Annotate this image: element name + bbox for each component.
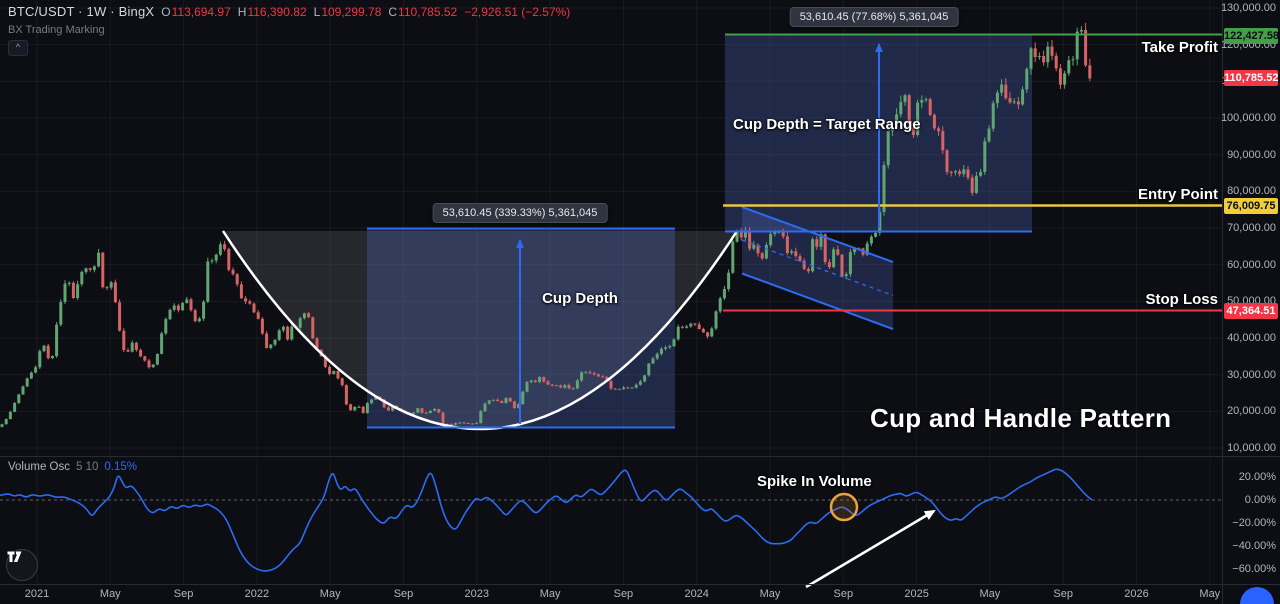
entry-price-badge: 76,009.75 (1224, 197, 1278, 214)
volume-spike-circle (829, 492, 859, 522)
indicator-legend[interactable]: Volume Osc 5 10 0.15% (8, 461, 137, 473)
pct-axis-label: −20.00% (1232, 517, 1276, 529)
time-axis-label: 2023 (464, 588, 490, 600)
time-axis-label: 2022 (244, 588, 270, 600)
time-axis-label: May (1199, 588, 1221, 600)
price-axis-label: 20,000.00 (1227, 405, 1276, 418)
pattern-title: Cup and Handle Pattern (870, 403, 1172, 433)
pattern-lines (221, 206, 894, 431)
volume-oscillator-series (0, 468, 1093, 572)
price-axis-label: 100,000.00 (1220, 112, 1276, 124)
time-axis-label: Sep (173, 588, 194, 600)
price-axis-label: 70,000.00 (1227, 222, 1276, 234)
take-profit-label: Take Profit (1141, 39, 1218, 56)
tradingview-logo[interactable] (6, 549, 38, 581)
cup-depth-label: Cup Depth (542, 290, 618, 307)
time-axis-label: 2025 (904, 588, 929, 600)
price-axis-label: 80,000.00 (1227, 185, 1276, 198)
take-profit-badge: 122,427.58 (1224, 27, 1280, 44)
time-axis-label: Sep (1053, 588, 1073, 600)
price-axis[interactable]: 130,000.00120,000.00110,000.00100,000.00… (1220, 0, 1280, 584)
grid-lines (0, 0, 1222, 584)
time-axis-label: May (759, 588, 781, 600)
indicator-params: 5 10 (76, 461, 99, 473)
handle-channel-bottom-line (741, 272, 894, 330)
price-axis-label: 130,000.00 (1220, 2, 1276, 14)
stop-loss-badge: 47,364.51 (1224, 302, 1278, 319)
time-axis-label: May (319, 588, 341, 600)
time-axis-label: Sep (833, 588, 854, 600)
price-axis-label: 30,000.00 (1227, 368, 1276, 381)
time-axis-label: 2021 (24, 588, 50, 600)
time-axis-label: May (539, 588, 561, 600)
tradingview-logo-glyph (7, 551, 22, 562)
time-axis-label: Sep (613, 588, 634, 600)
drawing-legend[interactable]: BX Trading Marking (8, 24, 105, 36)
handle-channel-top-line (741, 206, 894, 263)
stop-loss-label: Stop Loss (1145, 291, 1218, 308)
symbol-legend[interactable]: BTC/USDT · 1W · BingX O113,694.97 H116,3… (8, 4, 570, 19)
volume-osc-line (0, 468, 1093, 572)
price-axis-label: 90,000.00 (1227, 148, 1276, 161)
indicator-value: 0.15% (104, 461, 137, 473)
ohlc-values: O113,694.97 H116,390.82 L109,299.78 C110… (161, 5, 571, 19)
target-measure-tooltip: 53,610.45 (77.68%) 5,361,045 (789, 7, 959, 27)
time-axis-label: 2024 (684, 588, 709, 600)
spike-in-volume-label: Spike In Volume (757, 473, 872, 490)
symbol-title: BTC/USDT · 1W · BingX (8, 4, 155, 19)
close-value: 110,785.52 (398, 5, 458, 19)
entry-point-label: Entry Point (1137, 186, 1218, 203)
cup-arc (221, 230, 739, 431)
drawing-arrows (516, 43, 936, 589)
time-axis-label: May (979, 588, 1001, 600)
price-axis-label: 10,000.00 (1227, 442, 1276, 454)
open-value: 113,694.97 (171, 5, 231, 19)
drawing-legend-label: BX Trading Marking (8, 24, 105, 36)
target-range-label: Cup Depth = Target Range (733, 116, 921, 133)
candlestick-series (0, 22, 1092, 428)
price-axis-label: 60,000.00 (1227, 258, 1276, 271)
indicator-name: Volume Osc (8, 461, 70, 473)
time-axis[interactable]: 2021 May Sep 2022 May Sep 2023 May Sep 2024 May Sep… (0, 584, 1280, 604)
high-value: 116,390.82 (247, 5, 307, 19)
pct-axis-label: 0.00% (1244, 494, 1276, 506)
level-lines (723, 33, 1222, 312)
last-price-badge: 110,785.52 (1224, 70, 1279, 87)
price-axis-label: 40,000.00 (1227, 332, 1276, 344)
time-axis-label: May (99, 588, 121, 600)
pct-axis-label: −40.00% (1232, 540, 1276, 552)
low-value: 109,299.78 (321, 5, 382, 19)
cup-measure-tooltip: 53,610.45 (339.33%) 5,361,045 (432, 203, 608, 223)
pct-axis-label: −60.00% (1232, 563, 1276, 575)
time-axis-label: 2026 (1124, 588, 1149, 600)
legend-collapse-button[interactable]: ^ (8, 40, 28, 56)
handle-channel-mid-line (741, 239, 894, 297)
volume-trend-arrow (805, 509, 936, 589)
time-axis-label: Sep (393, 588, 414, 600)
change-value: −2,926.51 (−2.57%) (464, 5, 571, 19)
quick-action-button[interactable] (1240, 587, 1274, 604)
pct-axis-label: 20.00% (1238, 471, 1276, 483)
